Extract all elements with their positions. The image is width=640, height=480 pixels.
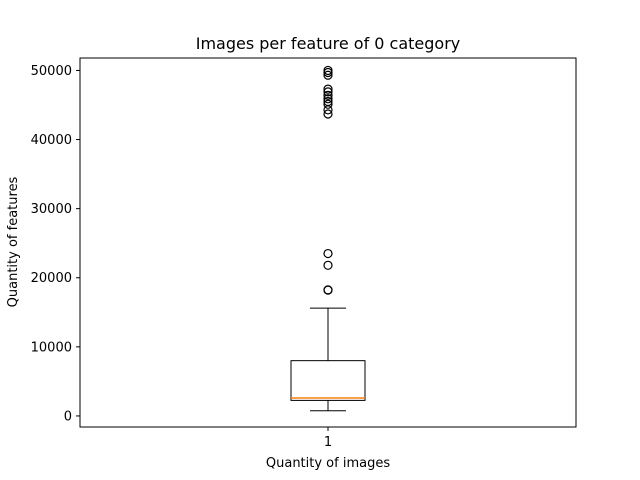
- y-tick-label: 20000: [31, 271, 72, 286]
- x-axis-label: Quantity of images: [266, 456, 390, 471]
- y-tick-label: 30000: [31, 202, 72, 217]
- outlier-point: [323, 248, 333, 259]
- outlier-point: [323, 87, 333, 97]
- plot-frame: [79, 57, 577, 428]
- iqr-box: [290, 360, 366, 401]
- outlier-point: [323, 84, 333, 94]
- y-axis-label: Quantity of features: [6, 176, 21, 307]
- outlier-point: [323, 94, 333, 104]
- outlier-point: [323, 90, 333, 100]
- outlier-point: [323, 96, 333, 107]
- outlier-point: [323, 109, 333, 119]
- y-tick-label: 0: [64, 409, 72, 424]
- outlier-point: [323, 99, 333, 109]
- outlier-point: [323, 65, 333, 76]
- y-tick-label: 50000: [31, 64, 72, 79]
- chart-title: Images per feature of 0 category: [196, 34, 461, 53]
- outlier-point: [323, 285, 333, 295]
- y-tick-label: 10000: [31, 340, 72, 355]
- y-tick-label: 40000: [31, 133, 72, 148]
- outlier-point: [323, 260, 333, 270]
- x-tick-label: 1: [324, 435, 332, 450]
- outlier-point: [323, 70, 333, 80]
- plot-area: 0 10000 20000 30000 40000 50000 1: [31, 64, 366, 450]
